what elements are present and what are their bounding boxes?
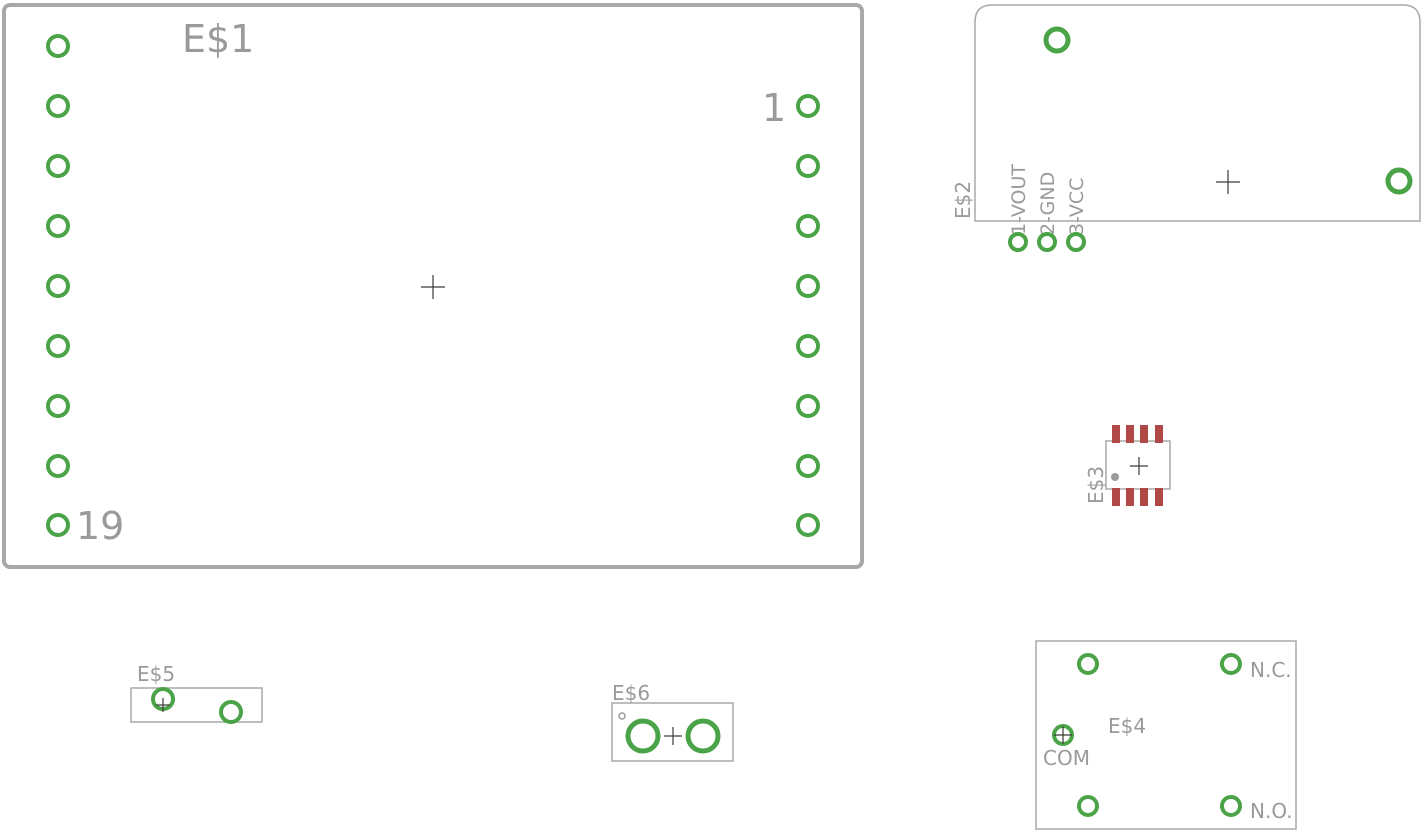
- part-e2-pin-label: 3-VCC: [1066, 178, 1088, 235]
- pad: [796, 394, 820, 418]
- pad: [1077, 795, 1099, 817]
- part-e5-origin-cross: [156, 698, 170, 712]
- part-e4-name: E$4: [1108, 714, 1146, 738]
- part-e4-pin-nc-label: N.C.: [1250, 658, 1292, 682]
- pad: [1008, 232, 1028, 252]
- part-e1-left-pads: [46, 34, 70, 537]
- pad: [1066, 232, 1086, 252]
- pad: [46, 154, 70, 178]
- pad: [46, 513, 70, 537]
- part-e5-outline: [130, 687, 263, 723]
- pad: [685, 718, 721, 754]
- smd-pad: [1126, 488, 1134, 506]
- part-e1-outline: [2, 3, 864, 569]
- part-e2[interactable]: E$2 1-VOUT 2-GND 3-VCC: [951, 4, 1421, 252]
- part-e2-origin-cross: [1216, 170, 1240, 194]
- part-e6[interactable]: E$6: [611, 681, 734, 762]
- pin1-marker-icon: [618, 712, 626, 720]
- pad: [796, 94, 820, 118]
- pad: [1043, 26, 1071, 54]
- pad: [796, 214, 820, 238]
- smd-pad: [1140, 488, 1148, 506]
- part-e4-pin-com-label: COM: [1043, 746, 1090, 770]
- part-e1-right-pads: [796, 94, 820, 537]
- part-e1-pin-1-label: 1: [762, 86, 786, 130]
- part-e4-pin-no-label: N.O.: [1250, 799, 1293, 823]
- pad: [46, 394, 70, 418]
- pad: [46, 334, 70, 358]
- pad: [46, 454, 70, 478]
- part-e6-origin-cross: [664, 727, 682, 745]
- pad: [796, 274, 820, 298]
- smd-pad: [1155, 425, 1163, 443]
- pad: [46, 214, 70, 238]
- pad: [796, 513, 820, 537]
- smd-pad: [1140, 425, 1148, 443]
- part-e1-name: E$1: [182, 17, 254, 61]
- part-e3-bottom-pads: [1112, 488, 1163, 506]
- part-e5-name: E$5: [137, 662, 175, 686]
- part-e2-outline: [974, 4, 1421, 222]
- pad: [796, 154, 820, 178]
- part-e3-name: E$3: [1084, 466, 1108, 504]
- part-e4[interactable]: E$4 N.C. COM N.O.: [1035, 640, 1297, 830]
- part-e2-pin-label: 1-VOUT: [1008, 164, 1030, 235]
- pad: [1220, 795, 1242, 817]
- part-e5[interactable]: E$5: [130, 662, 263, 724]
- pad: [1220, 653, 1242, 675]
- smd-pad: [1112, 425, 1120, 443]
- pad: [46, 34, 70, 58]
- part-e6-name: E$6: [612, 681, 650, 705]
- pad: [796, 454, 820, 478]
- part-e4-origin-cross: [1054, 726, 1072, 744]
- part-e6-outline: [611, 702, 734, 762]
- smd-pad: [1155, 488, 1163, 506]
- pin1-marker-icon: [1111, 473, 1119, 481]
- part-e3-origin-cross: [1130, 457, 1148, 475]
- part-e3-top-pads: [1112, 425, 1163, 443]
- part-e3[interactable]: E$3: [1084, 425, 1171, 506]
- pad: [46, 274, 70, 298]
- part-e2-name: E$2: [951, 181, 975, 219]
- part-e2-pin-label: 2-GND: [1037, 172, 1059, 235]
- pad: [1037, 232, 1057, 252]
- pad: [1385, 167, 1413, 195]
- part-e1-origin-cross: [421, 275, 445, 299]
- pad: [625, 718, 661, 754]
- part-e3-outline: [1105, 440, 1171, 490]
- pad: [1077, 653, 1099, 675]
- pad: [796, 334, 820, 358]
- pad: [46, 94, 70, 118]
- smd-pad: [1112, 488, 1120, 506]
- part-e1[interactable]: E$1 1 19: [2, 3, 864, 569]
- part-e1-pin-19-label: 19: [76, 504, 124, 548]
- part-e4-outline: [1035, 640, 1297, 830]
- smd-pad: [1126, 425, 1134, 443]
- pad: [219, 700, 243, 724]
